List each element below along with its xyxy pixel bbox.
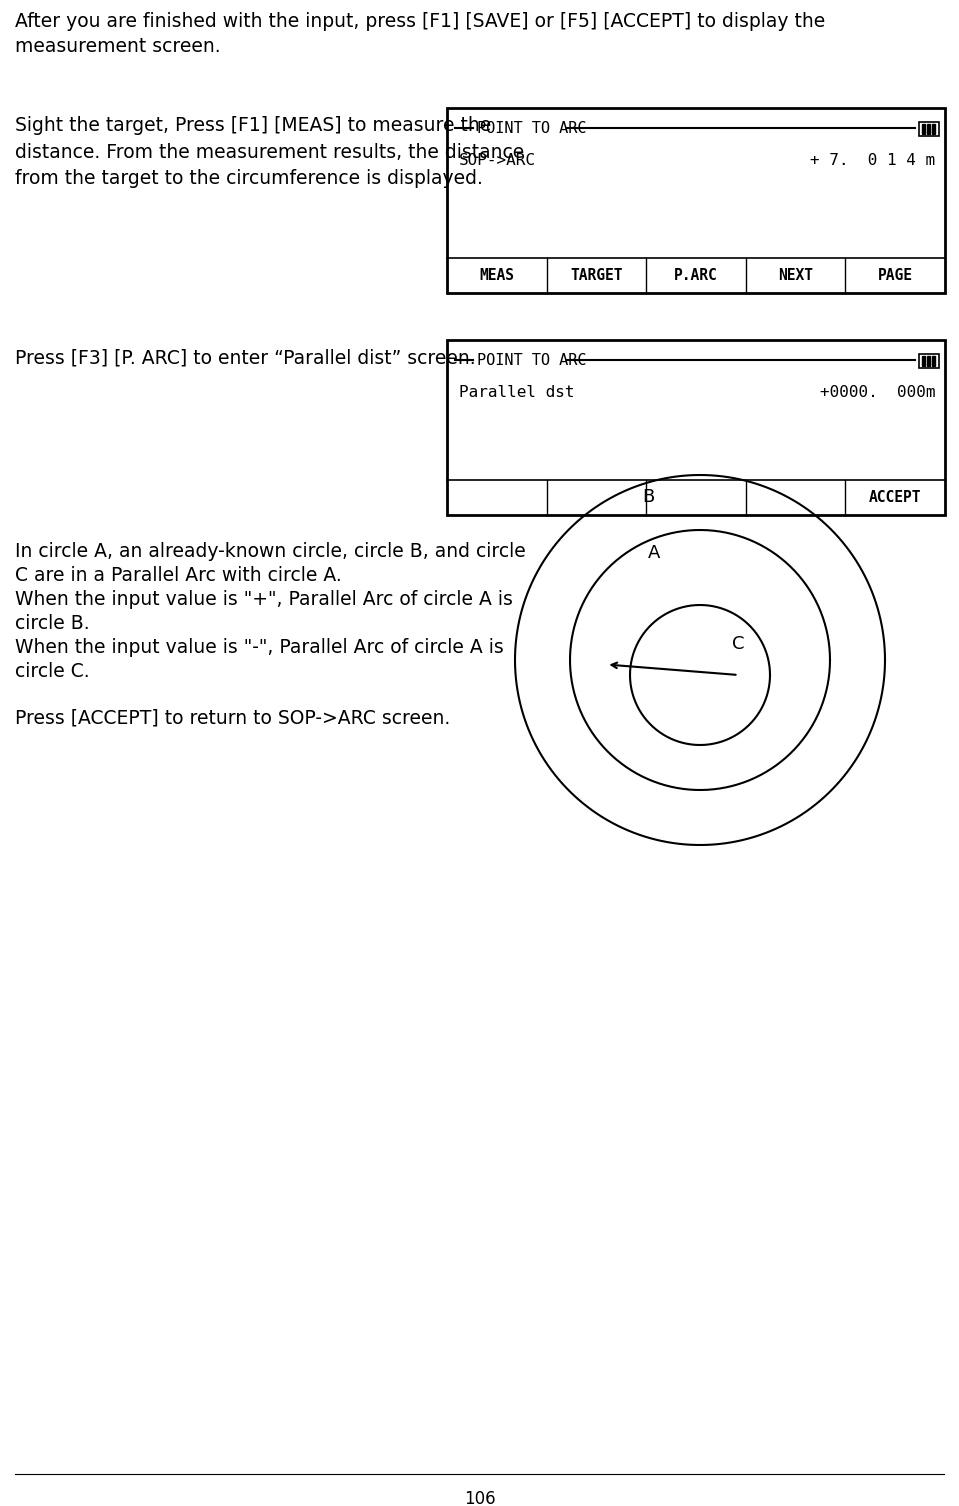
Text: B: B xyxy=(643,488,654,506)
Text: In circle A, an already-known circle, circle B, and circle: In circle A, an already-known circle, ci… xyxy=(15,542,526,562)
Bar xyxy=(919,354,939,367)
Text: When the input value is "-", Parallel Arc of circle A is: When the input value is "-", Parallel Ar… xyxy=(15,639,503,657)
Text: SOP->ARC: SOP->ARC xyxy=(459,154,536,169)
Text: Sight the target, Press [F1] [MEAS] to measure the
distance. From the measuremen: Sight the target, Press [F1] [MEAS] to m… xyxy=(15,116,525,188)
Bar xyxy=(927,355,930,366)
Text: C: C xyxy=(733,634,745,652)
Text: When the input value is "+", Parallel Arc of circle A is: When the input value is "+", Parallel Ar… xyxy=(15,590,513,608)
Bar xyxy=(447,108,945,294)
Text: 106: 106 xyxy=(464,1489,495,1506)
Text: C are in a Parallel Arc with circle A.: C are in a Parallel Arc with circle A. xyxy=(15,566,341,584)
Text: POINT TO ARC: POINT TO ARC xyxy=(477,120,587,136)
Text: MEAS: MEAS xyxy=(480,268,514,283)
Text: +0000.  000m: +0000. 000m xyxy=(820,386,935,401)
Text: circle B.: circle B. xyxy=(15,614,89,633)
Bar xyxy=(932,123,935,134)
Bar xyxy=(932,355,935,366)
Text: P.ARC: P.ARC xyxy=(674,268,718,283)
Bar xyxy=(922,123,925,134)
Bar xyxy=(447,340,945,515)
Text: After you are finished with the input, press [F1] [SAVE] or [F5] [ACCEPT] to dis: After you are finished with the input, p… xyxy=(15,12,826,56)
Text: Press [F3] [P. ARC] to enter “Parallel dist” screen.: Press [F3] [P. ARC] to enter “Parallel d… xyxy=(15,348,476,367)
Bar xyxy=(919,122,939,136)
Text: A: A xyxy=(648,544,661,562)
Text: circle C.: circle C. xyxy=(15,663,89,681)
Bar xyxy=(927,123,930,134)
Text: PAGE: PAGE xyxy=(877,268,913,283)
Text: TARGET: TARGET xyxy=(571,268,622,283)
Text: POINT TO ARC: POINT TO ARC xyxy=(477,352,587,367)
Text: NEXT: NEXT xyxy=(778,268,813,283)
Text: ACCEPT: ACCEPT xyxy=(869,489,922,505)
Text: Parallel dst: Parallel dst xyxy=(459,386,574,401)
Text: + 7.  0 1 4 m: + 7. 0 1 4 m xyxy=(809,154,935,169)
Bar xyxy=(922,355,925,366)
Text: Press [ACCEPT] to return to SOP->ARC screen.: Press [ACCEPT] to return to SOP->ARC scr… xyxy=(15,708,450,727)
